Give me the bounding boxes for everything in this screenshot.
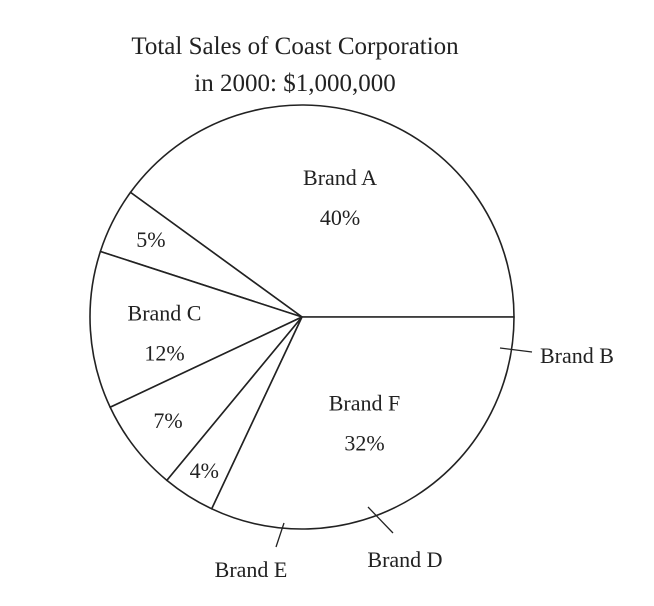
- slice-percent-brand-c: 12%: [144, 341, 184, 366]
- slice-label-brand-f: Brand F: [329, 390, 401, 415]
- leader-line-brand-d: [367, 506, 394, 534]
- leader-line-brand-b: [499, 347, 533, 353]
- leader-line-brand-e: [275, 522, 285, 548]
- slice-label-brand-c: Brand C: [128, 301, 202, 326]
- slice-percent-brand-d: 7%: [153, 408, 182, 433]
- slice-percent-brand-e: 4%: [190, 458, 219, 483]
- pie-labels: Brand A 40% 5% Brand B Brand C 12% 7% Brand D 4%…: [128, 165, 614, 582]
- slice-label-brand-b: Brand B: [540, 343, 614, 368]
- slice-percent-brand-b: 5%: [136, 227, 165, 252]
- slice-percent-brand-f: 32%: [344, 430, 384, 455]
- slice-label-brand-e: Brand E: [215, 557, 288, 582]
- chart-title-line-2: in 2000: $1,000,000: [194, 70, 395, 97]
- chart-title-line-1: Total Sales of Coast Corporation: [131, 33, 459, 60]
- pie-slice-brand-c: [89, 250, 303, 409]
- pie-slice-brand-a: [129, 104, 515, 318]
- pie-slice-brand-f: [210, 316, 515, 530]
- pie-slices: [89, 104, 515, 530]
- slice-label-brand-d: Brand D: [367, 547, 442, 572]
- slice-label-brand-a: Brand A: [303, 165, 377, 190]
- slice-percent-brand-a: 40%: [320, 205, 360, 230]
